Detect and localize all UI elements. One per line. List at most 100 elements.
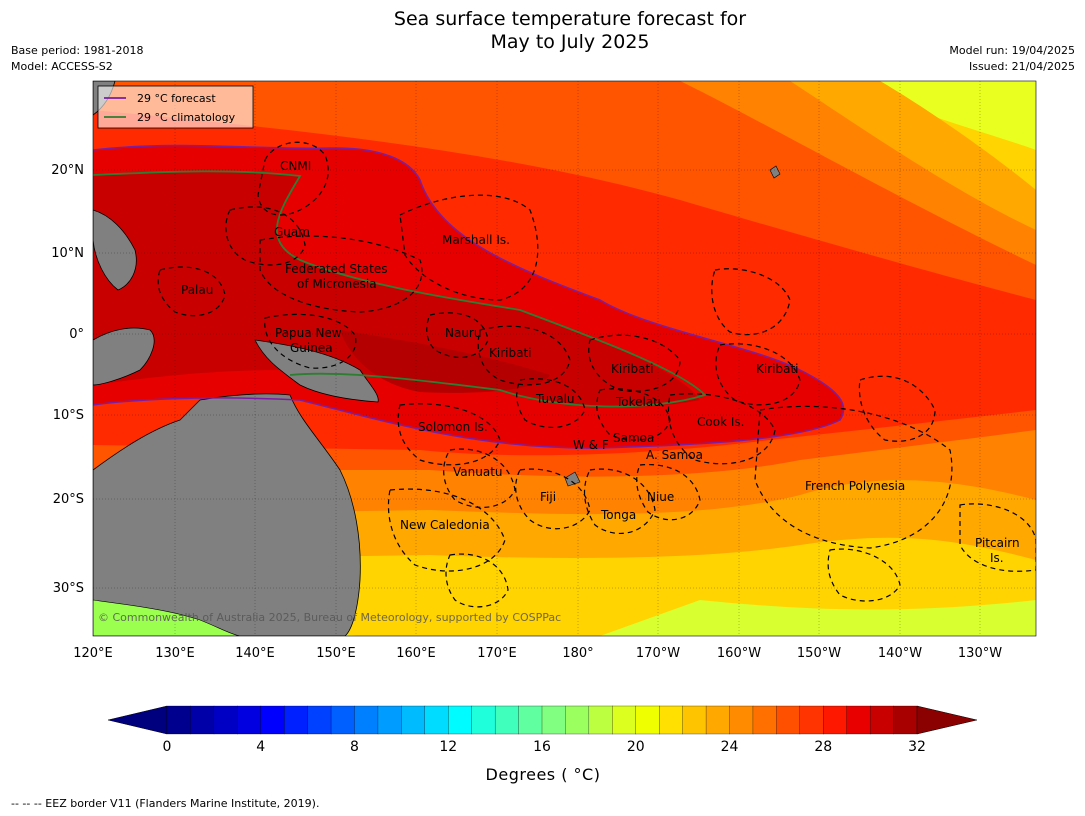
colorbar-swatch: [541, 705, 566, 735]
colorbar-swatch: [729, 705, 754, 735]
label-nauru: Nauru: [445, 326, 481, 340]
colorbar-tick-label: 0: [163, 739, 172, 755]
title-line-2: May to July 2025: [490, 31, 650, 53]
lon-tick-label: 170°W: [636, 646, 680, 661]
colorbar-swatch: [635, 705, 660, 735]
label-tuvalu: Tuvalu: [535, 392, 575, 406]
label-vanuatu: Vanuatu: [453, 465, 503, 479]
label-pitcairn-1: Pitcairn: [975, 536, 1020, 550]
lon-tick-label: 170°E: [477, 646, 517, 661]
lat-tick-label: 10°N: [51, 246, 84, 261]
colorbar-swatch: [307, 705, 332, 735]
colorbar-swatch: [659, 705, 684, 735]
label-kiribati-w: Kiribati: [489, 346, 531, 360]
label-pitcairn-2: Is.: [990, 551, 1004, 565]
colorbar-swatch: [284, 705, 309, 735]
colorbar-swatch: [799, 705, 824, 735]
lat-tick-label: 10°S: [53, 408, 84, 423]
lon-tick-label: 180°: [562, 646, 593, 661]
label-amsamoa: A. Samoa: [646, 448, 703, 462]
colorbar-tick-label: 32: [908, 739, 926, 755]
label-fiji: Fiji: [540, 490, 556, 504]
hawaii-island: [769, 165, 781, 179]
colorbar-swatch: [448, 705, 473, 735]
colorbar-swatch: [213, 705, 238, 735]
model-run: Model run: 19/04/2025: [949, 44, 1075, 57]
lon-tick-label: 120°E: [73, 646, 113, 661]
lat-tick-label: 0°: [69, 327, 84, 342]
legend-forecast-label: 29 °C forecast: [137, 92, 216, 105]
label-cnmi: CNMI: [280, 159, 311, 173]
colorbar-tick-label: 12: [439, 739, 457, 755]
indonesia-land: [93, 327, 155, 386]
australia-land: [93, 393, 361, 636]
colorbar-over-extension: [916, 705, 978, 735]
sst-band-se-cool: [600, 600, 1036, 636]
climatology-29c-contour: [93, 170, 707, 408]
colorbar-swatch: [190, 705, 215, 735]
label-marshall: Marshall Is.: [442, 233, 510, 247]
latitude-labels: 20°N 10°N 0° 10°S 20°S 30°S: [51, 163, 84, 596]
map-frame: [92, 80, 1037, 637]
base-period: Base period: 1981-2018: [11, 44, 144, 57]
longitude-labels: 120°E 130°E 140°E 150°E 160°E 170°E 180° 170°W 1…: [73, 646, 1002, 661]
legend-climatology-label: 29 °C climatology: [137, 111, 236, 124]
colorbar-swatch: [612, 705, 637, 735]
colorbar-swatch: [494, 705, 520, 735]
lon-tick-label: 140°W: [878, 646, 922, 661]
meta-right: Model run: 19/04/2025 Issued: 21/04/2025: [949, 43, 1075, 75]
colorbar-swatch: [705, 705, 730, 735]
lon-tick-label: 130°E: [155, 646, 195, 661]
label-samoa: Samoa: [613, 431, 654, 445]
colorbar-swatch: [752, 705, 777, 735]
colorbar-tick-label: 16: [533, 739, 551, 755]
lon-tick-label: 150°W: [797, 646, 841, 661]
colorbar-swatch: [377, 705, 402, 735]
colorbar-tick-label: 20: [627, 739, 645, 755]
colorbar-label: Degrees ( °C): [486, 765, 601, 784]
colorbar-tick-label: 8: [350, 739, 359, 755]
lon-tick-label: 140°E: [235, 646, 275, 661]
colorbar-swatch: [869, 705, 895, 735]
fiji-island: [564, 471, 581, 487]
forecast-29c-contour: [93, 144, 845, 449]
label-guam: Guam: [274, 225, 310, 239]
contour-legend: 29 °C forecast 29 °C climatology: [97, 85, 254, 129]
sst-band-30: [93, 171, 700, 408]
label-kiribati-e: Kiribati: [756, 362, 798, 376]
colorbar-swatch: [682, 705, 707, 735]
title-line-1: Sea surface temperature forecast for: [393, 8, 747, 30]
label-frpoly: French Polynesia: [805, 479, 905, 493]
gridlines: [93, 81, 1036, 636]
label-tokelau: Tokelau: [615, 395, 661, 409]
chart-title: Sea surface temperature forecast for May…: [0, 8, 1085, 54]
label-fsm-1: Federated States: [285, 262, 387, 276]
model-name: Model: ACCESS-S2: [11, 60, 113, 73]
issued-date: Issued: 21/04/2025: [968, 60, 1075, 73]
label-wf: W & F: [573, 438, 609, 452]
label-cook: Cook Is.: [697, 415, 744, 429]
philippines-land: [93, 209, 137, 291]
south-cool-water: [93, 599, 241, 636]
label-png-1: Papua New: [275, 326, 342, 340]
label-solomon: Solomon Is.: [418, 420, 488, 434]
colorbar-tick-label: 4: [256, 739, 265, 755]
label-newcal: New Caledonia: [400, 518, 490, 532]
label-tonga: Tonga: [600, 508, 636, 522]
eez-borders: [157, 141, 1036, 608]
colorbar-swatch: [565, 705, 590, 735]
sst-band-ne-cool: [93, 81, 1036, 150]
colorbar-swatch: [424, 705, 449, 735]
colorbar-swatch: [354, 705, 379, 735]
copyright-text: © Commonwealth of Australia 2025, Bureau…: [98, 611, 561, 624]
colorbar-swatch: [166, 705, 191, 735]
lon-tick-label: 160°E: [396, 646, 436, 661]
lon-tick-label: 160°W: [717, 646, 761, 661]
meta-left: Base period: 1981-2018 Model: ACCESS-S2: [11, 43, 143, 75]
legend-box: [97, 85, 254, 129]
colorbar-swatch: [846, 705, 871, 735]
colorbar-under-extension: [107, 705, 168, 735]
colorbar-swatch: [776, 705, 801, 735]
lat-tick-label: 30°S: [53, 581, 84, 596]
colorbar-swatch: [823, 705, 848, 735]
